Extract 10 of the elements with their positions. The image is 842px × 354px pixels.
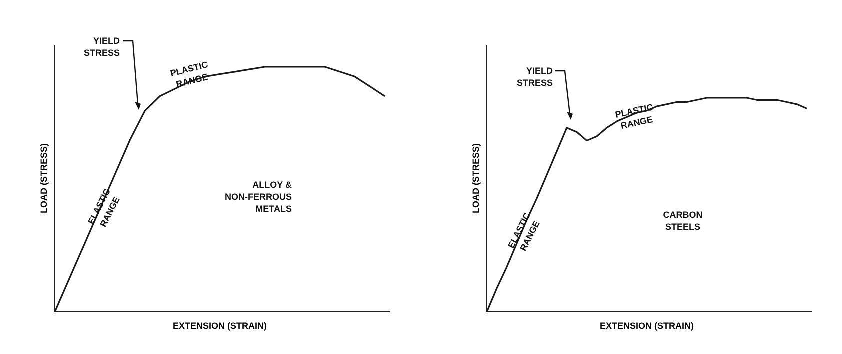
annotation: CARBON STEELS [663, 210, 703, 232]
y-axis-title: LOAD (STRESS) [471, 143, 481, 214]
x-axis-title: EXTENSION (STRAIN) [600, 321, 694, 331]
y-axis-title: LOAD (STRESS) [39, 143, 49, 214]
x-axis-title: EXTENSION (STRAIN) [172, 321, 268, 331]
text: YIELD STRESS [516, 66, 554, 88]
annotation: ALLOY & NON-FERROUS METALS [225, 180, 292, 214]
text: YIELD STRESS [84, 36, 120, 58]
annotation: PLASTIC RANGE [169, 59, 210, 90]
annotation: PLASTIC RANGE [614, 102, 655, 132]
